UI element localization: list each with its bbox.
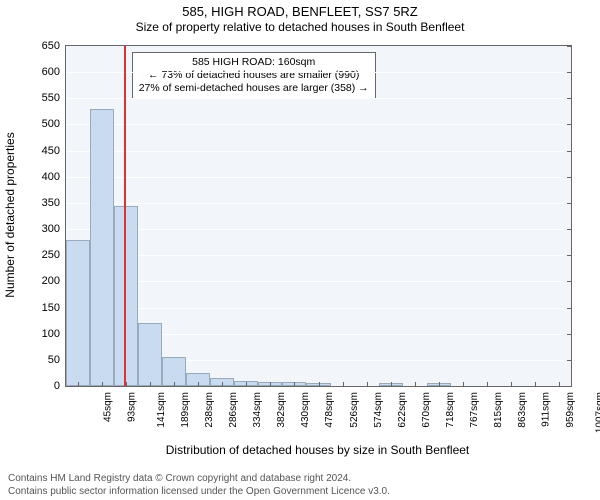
x-tick-mark [559,382,560,387]
y-tick-label: 250 [42,249,66,261]
x-tick-mark [343,382,344,387]
y-tick-label: 400 [42,171,66,183]
annotation-line3: 27% of semi-detached houses are larger (… [139,82,369,95]
y-tick-mark [567,72,572,73]
x-tick-label: 526sqm [349,392,360,428]
y-tick-label: 200 [42,275,66,287]
x-tick-label: 93sqm [127,392,138,422]
x-tick-mark [463,382,464,387]
x-tick-label: 45sqm [103,392,114,422]
x-tick-label: 286sqm [228,392,239,428]
figure-container: { "title_line1": "585, HIGH ROAD, BENFLE… [0,0,600,500]
y-tick-mark [567,281,572,282]
grid-line [66,203,571,204]
y-tick-mark [567,255,572,256]
y-tick-mark [567,334,572,335]
y-tick-label: 100 [42,328,66,340]
x-tick-label: 670sqm [421,392,432,428]
x-tick-label: 574sqm [373,392,384,428]
reference-line [124,46,126,386]
x-tick-label: 382sqm [276,392,287,428]
y-tick-label: 50 [48,354,66,366]
x-tick-mark [487,382,488,387]
y-tick-label: 550 [42,92,66,104]
x-tick-mark [367,382,368,387]
x-tick-label: 1007sqm [595,392,600,433]
histogram-bar [138,323,162,386]
x-tick-mark [78,382,79,387]
x-tick-label: 718sqm [445,392,456,428]
title-line2: Size of property relative to detached ho… [0,20,600,34]
annotation-box: 585 HIGH ROAD: 160sqm ← 73% of detached … [132,52,376,99]
y-tick-mark [567,151,572,152]
grid-line [66,177,571,178]
x-axis-label: Distribution of detached houses by size … [65,443,570,457]
y-tick-label: 600 [42,66,66,78]
title-line1: 585, HIGH ROAD, BENFLEET, SS7 5RZ [0,4,600,20]
y-tick-label: 300 [42,223,66,235]
y-tick-label: 650 [42,40,66,52]
y-tick-mark [567,98,572,99]
x-tick-label: 334sqm [252,392,263,428]
y-tick-label: 450 [42,145,66,157]
histogram-bar [114,206,138,386]
x-tick-label: 478sqm [325,392,336,428]
y-tick-mark [567,386,572,387]
x-tick-label: 767sqm [469,392,480,428]
y-tick-mark [567,203,572,204]
footer-line1: Contains HM Land Registry data © Crown c… [8,473,390,486]
x-tick-mark [415,382,416,387]
y-tick-label: 350 [42,197,66,209]
x-tick-mark [439,382,440,387]
x-tick-label: 622sqm [397,392,408,428]
x-tick-mark [174,382,175,387]
x-tick-label: 430sqm [300,392,311,428]
x-tick-mark [198,382,199,387]
x-tick-mark [222,382,223,387]
y-tick-mark [567,177,572,178]
x-tick-label: 959sqm [565,392,576,428]
y-tick-mark [567,124,572,125]
x-tick-label: 238sqm [204,392,215,428]
x-tick-mark [319,382,320,387]
y-tick-mark [567,308,572,309]
x-tick-mark [102,382,103,387]
histogram-bar [66,240,90,386]
y-tick-mark [567,46,572,47]
annotation-line2: ← 73% of detached houses are smaller (99… [139,69,369,82]
x-tick-mark [294,382,295,387]
y-axis-label: Number of detached properties [3,132,17,297]
x-tick-mark [535,382,536,387]
footer-credits: Contains HM Land Registry data © Crown c… [0,473,398,498]
x-tick-mark [511,382,512,387]
x-tick-label: 815sqm [493,392,504,428]
plot-area: 585 HIGH ROAD: 160sqm ← 73% of detached … [65,45,572,387]
x-tick-label: 189sqm [180,392,191,428]
x-tick-mark [391,382,392,387]
x-tick-mark [246,382,247,387]
y-tick-label: 500 [42,118,66,130]
x-tick-label: 141sqm [156,392,167,428]
grid-line [66,308,571,309]
x-tick-label: 911sqm [540,392,551,427]
footer-line2: Contains public sector information licen… [8,486,390,499]
grid-line [66,151,571,152]
x-tick-label: 863sqm [517,392,528,428]
grid-line [66,98,571,99]
histogram-bar [90,109,114,386]
grid-line [66,255,571,256]
grid-line [66,229,571,230]
x-tick-mark [126,382,127,387]
y-tick-label: 0 [54,380,66,392]
y-tick-mark [567,360,572,361]
chart-title: 585, HIGH ROAD, BENFLEET, SS7 5RZ Size o… [0,4,600,34]
x-tick-mark [270,382,271,387]
y-tick-label: 150 [42,302,66,314]
grid-line [66,72,571,73]
grid-line [66,281,571,282]
annotation-line1: 585 HIGH ROAD: 160sqm [139,56,369,69]
y-tick-mark [567,229,572,230]
grid-line [66,124,571,125]
x-tick-mark [150,382,151,387]
